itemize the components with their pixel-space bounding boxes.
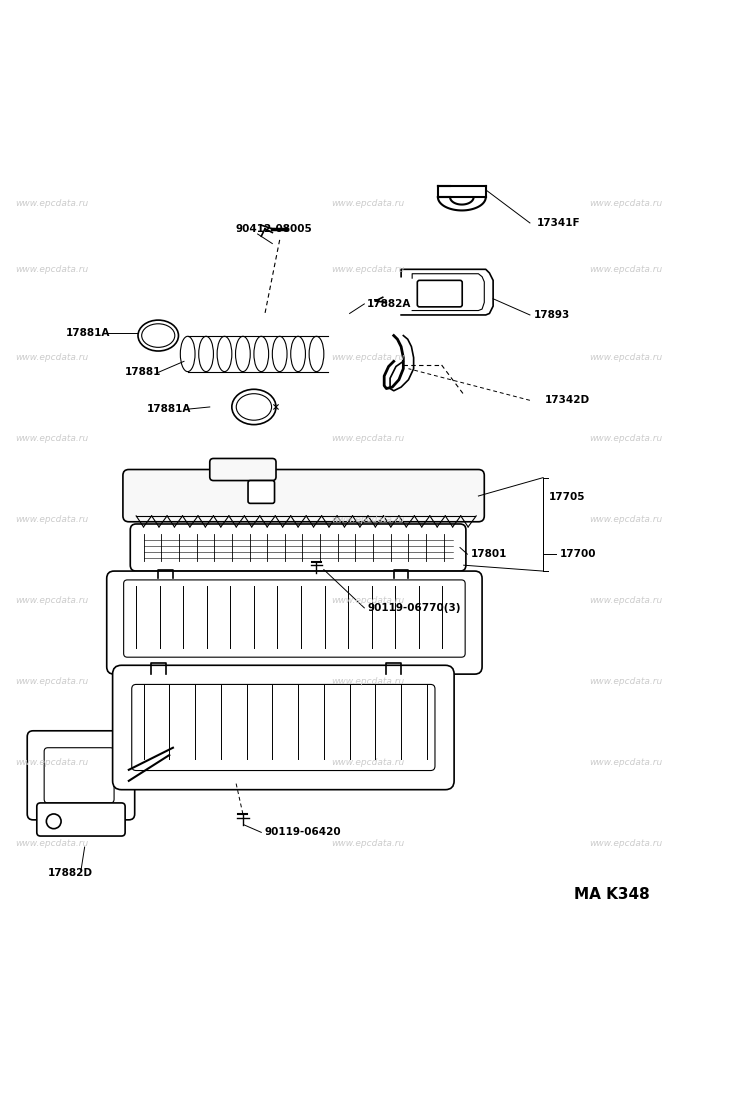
Text: www.epcdata.ru: www.epcdata.ru <box>15 677 88 686</box>
Text: www.epcdata.ru: www.epcdata.ru <box>589 199 662 208</box>
Text: www.epcdata.ru: www.epcdata.ru <box>589 515 662 524</box>
Text: www.epcdata.ru: www.epcdata.ru <box>331 265 405 273</box>
Text: www.epcdata.ru: www.epcdata.ru <box>331 515 405 524</box>
Text: www.epcdata.ru: www.epcdata.ru <box>15 354 88 362</box>
Text: 17882A: 17882A <box>367 299 411 309</box>
Text: 17881A: 17881A <box>147 404 191 414</box>
FancyBboxPatch shape <box>124 580 465 658</box>
Text: www.epcdata.ru: www.epcdata.ru <box>15 265 88 273</box>
Text: www.epcdata.ru: www.epcdata.ru <box>331 596 405 605</box>
Ellipse shape <box>236 394 272 421</box>
Text: www.epcdata.ru: www.epcdata.ru <box>331 758 405 766</box>
Text: 90119-06770(3): 90119-06770(3) <box>368 603 461 613</box>
FancyBboxPatch shape <box>44 748 114 803</box>
Text: www.epcdata.ru: www.epcdata.ru <box>589 758 662 766</box>
FancyBboxPatch shape <box>417 280 462 306</box>
Text: www.epcdata.ru: www.epcdata.ru <box>331 839 405 848</box>
FancyBboxPatch shape <box>107 571 482 674</box>
Ellipse shape <box>199 336 213 371</box>
FancyBboxPatch shape <box>27 731 135 820</box>
Text: www.epcdata.ru: www.epcdata.ru <box>15 839 88 848</box>
Text: MA K348: MA K348 <box>574 887 650 903</box>
Text: 17700: 17700 <box>559 549 596 559</box>
Text: 17881A: 17881A <box>66 328 110 338</box>
Ellipse shape <box>180 336 195 371</box>
Text: www.epcdata.ru: www.epcdata.ru <box>331 354 405 362</box>
Ellipse shape <box>217 336 232 371</box>
FancyBboxPatch shape <box>113 665 454 789</box>
Ellipse shape <box>309 336 324 371</box>
Ellipse shape <box>236 336 250 371</box>
Text: 17881: 17881 <box>125 368 161 378</box>
Text: www.epcdata.ru: www.epcdata.ru <box>15 758 88 766</box>
Text: www.epcdata.ru: www.epcdata.ru <box>15 596 88 605</box>
FancyBboxPatch shape <box>123 470 484 522</box>
FancyBboxPatch shape <box>248 481 275 503</box>
Ellipse shape <box>138 321 179 351</box>
Text: 17882D: 17882D <box>48 867 93 877</box>
Text: www.epcdata.ru: www.epcdata.ru <box>589 354 662 362</box>
Text: www.epcdata.ru: www.epcdata.ru <box>589 839 662 848</box>
Text: 17705: 17705 <box>548 493 585 503</box>
Text: www.epcdata.ru: www.epcdata.ru <box>331 434 405 444</box>
FancyBboxPatch shape <box>130 524 466 571</box>
Circle shape <box>46 814 61 829</box>
Text: www.epcdata.ru: www.epcdata.ru <box>15 434 88 444</box>
FancyBboxPatch shape <box>210 459 276 481</box>
FancyBboxPatch shape <box>132 684 435 771</box>
Ellipse shape <box>141 324 175 347</box>
Text: www.epcdata.ru: www.epcdata.ru <box>331 677 405 686</box>
Ellipse shape <box>272 336 287 371</box>
Text: www.epcdata.ru: www.epcdata.ru <box>589 434 662 444</box>
Text: www.epcdata.ru: www.epcdata.ru <box>331 199 405 208</box>
Text: 17341F: 17341F <box>537 217 581 228</box>
FancyBboxPatch shape <box>37 803 125 836</box>
Text: www.epcdata.ru: www.epcdata.ru <box>589 677 662 686</box>
Text: 17801: 17801 <box>471 549 507 559</box>
Text: www.epcdata.ru: www.epcdata.ru <box>15 515 88 524</box>
Ellipse shape <box>291 336 305 371</box>
Text: www.epcdata.ru: www.epcdata.ru <box>589 596 662 605</box>
Text: 17893: 17893 <box>534 310 570 320</box>
Ellipse shape <box>254 336 269 371</box>
Text: www.epcdata.ru: www.epcdata.ru <box>15 199 88 208</box>
Text: 90412-08005: 90412-08005 <box>236 224 312 234</box>
Text: www.epcdata.ru: www.epcdata.ru <box>589 265 662 273</box>
Ellipse shape <box>232 390 276 425</box>
Text: 90119-06420: 90119-06420 <box>265 828 342 838</box>
Text: 17342D: 17342D <box>545 395 590 405</box>
